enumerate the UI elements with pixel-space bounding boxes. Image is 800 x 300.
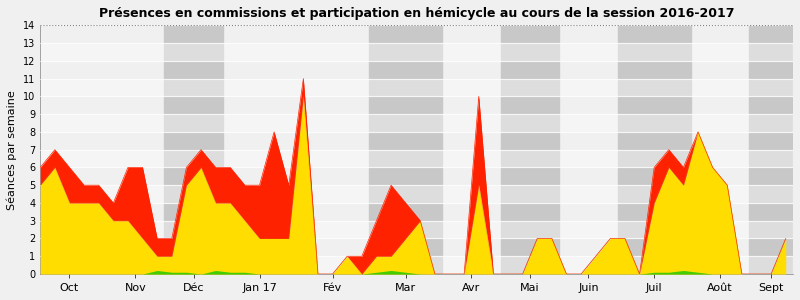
Bar: [40, 185, 793, 203]
Bar: [618, 25, 690, 274]
Bar: [165, 25, 223, 274]
Bar: [40, 150, 793, 167]
Bar: [369, 25, 442, 274]
Bar: [40, 256, 793, 274]
Bar: [501, 25, 559, 274]
Bar: [750, 25, 793, 274]
Bar: [40, 79, 793, 96]
Bar: [40, 221, 793, 238]
Bar: [40, 43, 793, 61]
Bar: [40, 114, 793, 132]
Title: Présences en commissions et participation en hémicycle au cours de la session 20: Présences en commissions et participatio…: [99, 7, 734, 20]
Y-axis label: Séances par semaine: Séances par semaine: [7, 90, 18, 209]
Bar: [40, 8, 793, 25]
